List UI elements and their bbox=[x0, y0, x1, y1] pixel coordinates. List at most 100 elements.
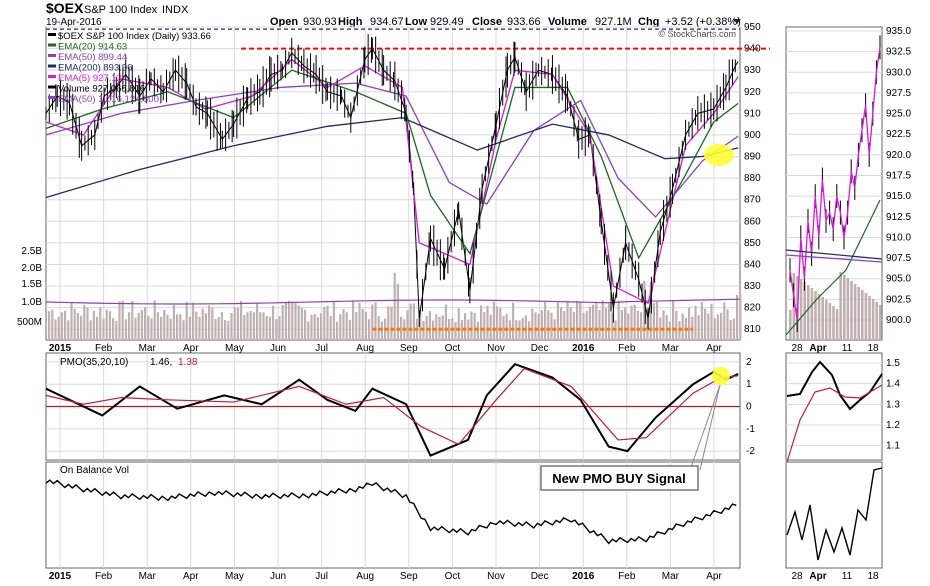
volume-bar bbox=[361, 309, 364, 340]
detail-price-tick: 910.0 bbox=[886, 232, 911, 243]
volume-bar bbox=[534, 312, 537, 340]
month-label: Mar bbox=[139, 571, 157, 582]
watermark-label: © StockCharts.com bbox=[658, 29, 736, 39]
volume-bar bbox=[566, 302, 569, 340]
volume-bar bbox=[716, 314, 719, 340]
detail-volume-bar bbox=[817, 294, 821, 340]
volume-bar bbox=[502, 316, 505, 340]
volume-bar bbox=[355, 311, 358, 340]
volume-bar bbox=[230, 312, 233, 340]
detail-pmo-signal-line bbox=[786, 384, 883, 463]
golden-cross-highlight bbox=[704, 144, 734, 166]
volume-bar bbox=[457, 308, 460, 340]
month-label: Nov bbox=[487, 571, 505, 582]
detail-pmo-tick: 1.4 bbox=[886, 379, 900, 390]
volume-bar bbox=[339, 314, 342, 340]
volume-bar bbox=[467, 319, 470, 340]
month-label: Aug bbox=[356, 571, 374, 582]
detail-volume-bar bbox=[861, 290, 864, 340]
volume-bar bbox=[214, 319, 217, 340]
index-name: S&P 100 Index bbox=[84, 4, 158, 16]
detail-ema50-line bbox=[785, 254, 883, 263]
stat-label-chg: Chg bbox=[638, 16, 659, 28]
detail-x-tick: 28 bbox=[791, 571, 803, 582]
detail-ema200-line bbox=[785, 249, 883, 260]
month-label: Feb bbox=[618, 571, 636, 582]
detail-x-tick: 18 bbox=[867, 571, 879, 582]
detail-volume-bars bbox=[789, 272, 882, 340]
annotation-box bbox=[540, 465, 699, 491]
month-label: Mar bbox=[662, 571, 680, 582]
detail-price-tick: 922.5 bbox=[886, 129, 911, 140]
volume-bar bbox=[617, 300, 620, 340]
detail-price-tick: 927.5 bbox=[886, 88, 911, 99]
volume-bar bbox=[547, 310, 550, 340]
month-label: Jun bbox=[270, 343, 286, 354]
legend-swatch bbox=[48, 85, 56, 89]
volume-bar bbox=[278, 316, 281, 340]
price-tick-label: 930 bbox=[744, 65, 761, 76]
volume-bar bbox=[537, 313, 540, 340]
month-label: Dec bbox=[531, 343, 549, 354]
volume-bar bbox=[601, 300, 604, 340]
month-label: Dec bbox=[531, 571, 549, 582]
month-label: 2016 bbox=[572, 571, 595, 582]
volume-bar bbox=[176, 314, 179, 340]
legend-swatch bbox=[48, 64, 56, 68]
price-tick-label: 880 bbox=[744, 173, 761, 184]
month-label: Aug bbox=[356, 343, 374, 354]
month-label: Jul bbox=[315, 343, 328, 354]
legend-swatch bbox=[48, 43, 56, 47]
volume-bar bbox=[409, 303, 412, 340]
stat-label-close: Close bbox=[472, 16, 502, 28]
volume-bar bbox=[390, 306, 393, 340]
volume-bar bbox=[188, 316, 191, 340]
pmo-tick-label: -2 bbox=[746, 446, 755, 457]
volume-tick-label: 2.5B bbox=[21, 246, 42, 257]
volume-tick-label: 2.0B bbox=[21, 263, 42, 274]
detail-price-tick: 935.0 bbox=[886, 26, 911, 37]
stat-value-low: 929.49 bbox=[430, 16, 464, 28]
volume-bar bbox=[505, 314, 508, 340]
legend-entry: EMA(5) 927.12 bbox=[58, 73, 122, 84]
month-label: Oct bbox=[445, 571, 461, 582]
volume-bar bbox=[124, 319, 127, 340]
volume-bar bbox=[662, 310, 665, 340]
stat-label-low: Low bbox=[405, 16, 427, 28]
month-label: Oct bbox=[445, 343, 461, 354]
legend-entry: Volume 927,066,816 bbox=[58, 84, 145, 95]
price-tick-label: 940 bbox=[744, 44, 761, 55]
volume-bar bbox=[640, 312, 643, 340]
pmo-legend-value1: 1.46, bbox=[150, 357, 172, 368]
price-tick-label: 950 bbox=[744, 22, 761, 33]
legend-entry: EMA(50) 1,016,124,800 bbox=[58, 94, 159, 105]
price-tick-label: 830 bbox=[744, 281, 761, 292]
volume-bar bbox=[374, 302, 377, 340]
volume-bar bbox=[150, 318, 153, 340]
volume-bar bbox=[185, 301, 188, 340]
detail-pmo-tick: 1.3 bbox=[886, 399, 900, 410]
detail-x-tick: 11 bbox=[842, 571, 853, 582]
dropdown-arrow-icon bbox=[733, 19, 741, 24]
legend-swatch bbox=[48, 54, 56, 57]
volume-bar bbox=[128, 312, 131, 340]
volume-bar bbox=[76, 312, 79, 340]
price-series-ema-20- bbox=[45, 69, 739, 260]
volume-bar bbox=[736, 295, 739, 340]
volume-bar bbox=[688, 307, 691, 340]
detail-price-tick: 920.0 bbox=[886, 150, 911, 161]
volume-bar bbox=[195, 311, 198, 340]
pmo-tick-label: 2 bbox=[746, 357, 752, 368]
volume-bar bbox=[476, 321, 479, 340]
annotation-text: New PMO BUY Signal bbox=[552, 471, 685, 486]
volume-bar bbox=[153, 300, 156, 340]
volume-bar bbox=[486, 305, 489, 340]
obv-series-line bbox=[45, 479, 737, 545]
volume-bar bbox=[697, 315, 700, 340]
pmo-tick-label: -1 bbox=[746, 424, 755, 435]
pmo-series-pmo bbox=[45, 362, 739, 457]
volume-bar bbox=[544, 302, 547, 340]
volume-bar bbox=[169, 318, 172, 340]
detail-volume-bar bbox=[839, 272, 842, 340]
